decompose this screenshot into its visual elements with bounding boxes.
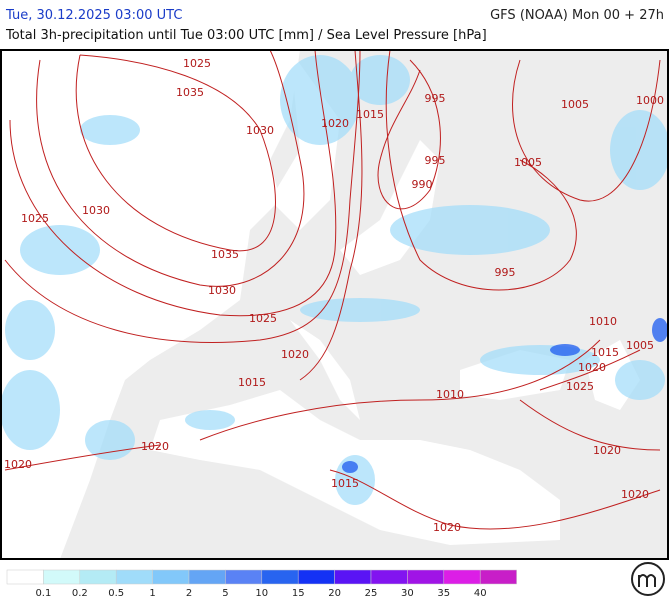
- legend-swatch: [225, 569, 263, 585]
- adriatic: [290, 320, 360, 420]
- legend-label: 20: [328, 588, 341, 599]
- legend-label: 40: [474, 588, 487, 599]
- isobar-label: 1020: [4, 458, 32, 471]
- legend-swatch: [479, 569, 517, 585]
- model-info: GFS (NOAA) Mon 00 + 27h: [490, 8, 664, 23]
- isobar-label: 1025: [566, 380, 594, 393]
- isobar-label: 1015: [331, 477, 359, 490]
- legend-swatch: [370, 569, 408, 585]
- legend-label: 15: [292, 588, 305, 599]
- isobar-label: 1020: [281, 348, 309, 361]
- heavy-precipitation: [342, 318, 668, 473]
- isobar-label: 1025: [21, 212, 49, 225]
- baltic-sea: [340, 140, 440, 275]
- isobar-label: 995: [425, 154, 446, 167]
- legend-label: 2: [186, 588, 192, 599]
- map-frame: [0, 49, 669, 560]
- legend-label: 1: [149, 588, 155, 599]
- date-title: Tue, 30.12.2025 03:00 UTC: [5, 8, 182, 23]
- legend-label: 30: [401, 588, 414, 599]
- logo: [631, 562, 665, 596]
- legend-swatch: [115, 569, 153, 585]
- isobar-label: 1005: [626, 339, 654, 352]
- isobar-label: 1005: [514, 156, 542, 169]
- legend-swatch: [188, 569, 226, 585]
- isobar-label: 1010: [436, 388, 464, 401]
- isobar-label: 1030: [208, 284, 236, 297]
- isobar-label: 1015: [591, 346, 619, 359]
- legend-swatch: [407, 569, 445, 585]
- legend-swatch: [152, 569, 190, 585]
- legend-label: 0.5: [108, 588, 124, 599]
- isobar-label: 1020: [593, 444, 621, 457]
- isobar-label: 1020: [621, 488, 649, 501]
- legend-label: 0.1: [35, 588, 51, 599]
- legend-swatch: [443, 569, 481, 585]
- legend-swatch: [334, 569, 372, 585]
- legend-swatch: [6, 569, 44, 585]
- legend-swatch: [79, 569, 117, 585]
- legend-label: 25: [365, 588, 378, 599]
- isobar-label: 1020: [141, 440, 169, 453]
- isobar-label: 1025: [183, 57, 211, 70]
- legend: 0.1 0.2 0.5 1 2 5 10 15 20 25 30 35 40: [6, 569, 517, 599]
- subtitle: Total 3h-precipitation until Tue 03:00 U…: [5, 28, 487, 43]
- map: [0, 49, 669, 560]
- isobar-label: 1025: [249, 312, 277, 325]
- isobar-label: 990: [412, 178, 433, 191]
- legend-swatch: [297, 569, 335, 585]
- isobar-label: 1015: [356, 108, 384, 121]
- isobar-label: 995: [495, 266, 516, 279]
- isobar-label: 1020: [321, 117, 349, 130]
- isobar-label: 1030: [246, 124, 274, 137]
- legend-label: 10: [255, 588, 268, 599]
- legend-label: 5: [222, 588, 228, 599]
- isobars: [4, 49, 661, 530]
- legend-swatch: [43, 569, 81, 585]
- legend-label: 35: [437, 588, 450, 599]
- isobar-label: 1020: [433, 521, 461, 534]
- isobar-label: 1020: [578, 361, 606, 374]
- isobar-label: 1005: [561, 98, 589, 111]
- isobar-label: 1035: [176, 86, 204, 99]
- legend-swatch: [261, 569, 299, 585]
- isobar-label: 1035: [211, 248, 239, 261]
- isobar-label: 995: [425, 92, 446, 105]
- isobar-label: 1030: [82, 204, 110, 217]
- isobar-label: 1015: [238, 376, 266, 389]
- precipitation: [0, 55, 669, 505]
- atlantic: [1, 50, 300, 559]
- isobar-label: 1010: [589, 315, 617, 328]
- legend-label: 0.2: [72, 588, 88, 599]
- isobar-label: 1000: [636, 94, 664, 107]
